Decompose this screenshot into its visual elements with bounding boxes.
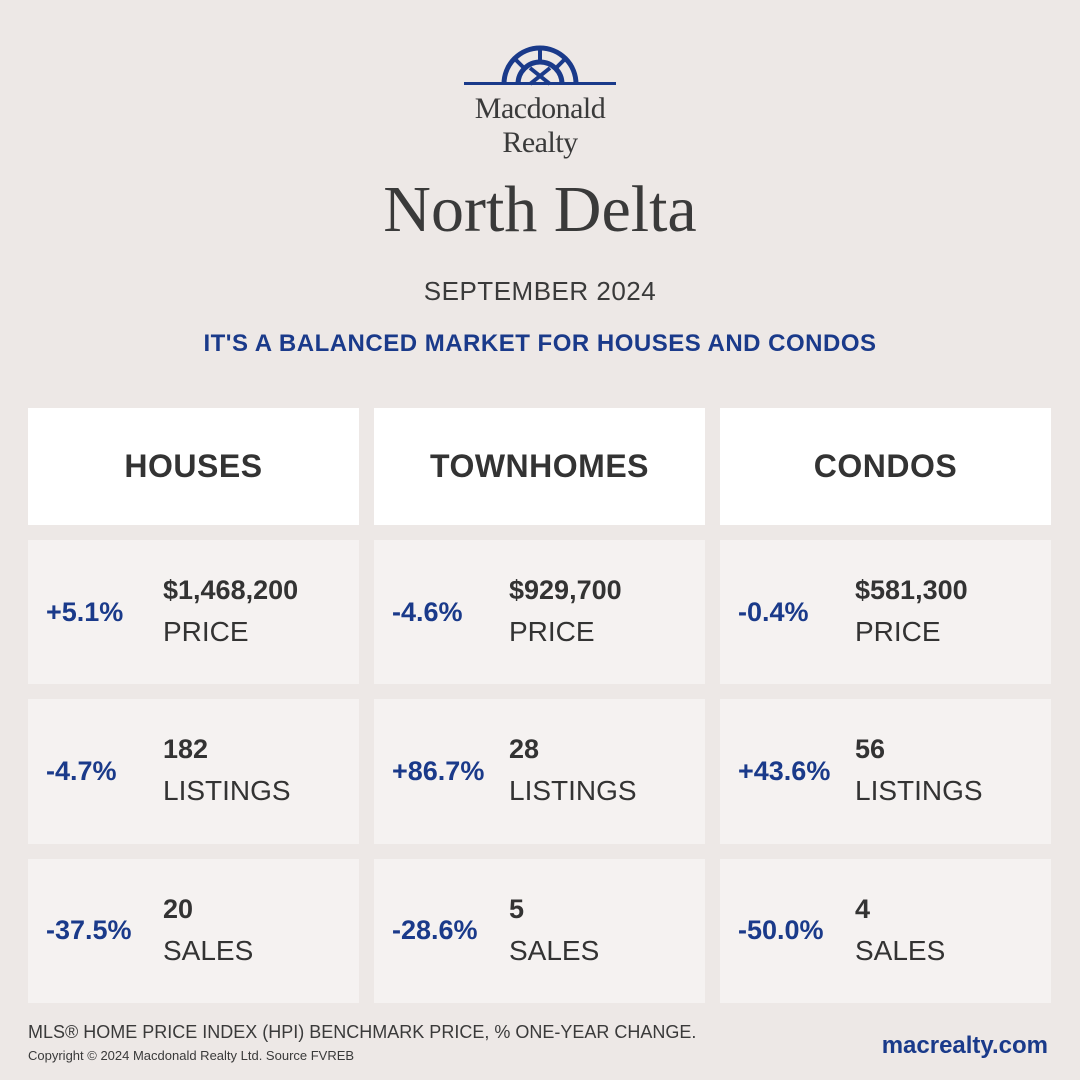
price-card: -4.6% $929,700 PRICE xyxy=(374,540,705,685)
price-change: -4.6% xyxy=(392,596,463,627)
website-link[interactable]: macrealty.com xyxy=(881,1032,1048,1059)
sales-change: -28.6% xyxy=(392,915,478,946)
page-title: North Delta xyxy=(383,173,697,246)
price-card: +5.1% $1,468,200 PRICE xyxy=(28,540,359,685)
column-title: HOUSES xyxy=(28,408,359,525)
headline: IT'S A BALANCED MARKET FOR HOUSES AND CO… xyxy=(203,330,877,357)
column-title: TOWNHOMES xyxy=(374,408,705,525)
listings-card: +43.6% 56 LISTINGS xyxy=(720,699,1051,844)
condos-column: CONDOS -0.4% $581,300 PRICE +43.6% 56 LI… xyxy=(720,408,1051,1003)
listings-label: LISTINGS xyxy=(163,775,291,807)
price-label: PRICE xyxy=(509,616,595,648)
price-label: PRICE xyxy=(163,616,249,648)
listings-card: +86.7% 28 LISTINGS xyxy=(374,699,705,844)
report-date: SEPTEMBER 2024 xyxy=(423,276,657,306)
price-value: $929,700 xyxy=(509,575,622,606)
sales-label: SALES xyxy=(509,934,600,966)
price-value: $1,468,200 xyxy=(163,575,299,606)
sales-value: 20 xyxy=(163,893,194,924)
houses-column: HOUSES +5.1% $1,468,200 PRICE -4.7% 182 … xyxy=(28,408,359,1003)
sales-label: SALES xyxy=(163,934,254,966)
price-change: -0.4% xyxy=(738,596,809,627)
listings-value: 28 xyxy=(509,734,540,765)
listings-change: -4.7% xyxy=(46,755,117,786)
price-value: $581,300 xyxy=(855,575,968,606)
column-title: CONDOS xyxy=(720,408,1051,525)
brand-logo: Macdonald Realty xyxy=(0,40,1080,160)
market-columns: HOUSES +5.1% $1,468,200 PRICE -4.7% 182 … xyxy=(28,408,1053,1003)
brand-name-line1: Macdonald xyxy=(474,92,606,125)
listings-value: 56 xyxy=(855,734,886,765)
price-label: PRICE xyxy=(855,616,941,648)
sales-value: 4 xyxy=(855,893,871,924)
sales-value: 5 xyxy=(509,893,525,924)
listings-label: LISTINGS xyxy=(855,775,983,807)
listings-value: 182 xyxy=(163,734,209,765)
price-change: +5.1% xyxy=(46,596,124,627)
price-card: -0.4% $581,300 PRICE xyxy=(720,540,1051,685)
sales-card: -50.0% 4 SALES xyxy=(720,858,1051,1003)
sales-change: -37.5% xyxy=(46,915,132,946)
sales-change: -50.0% xyxy=(738,915,824,946)
footer-copyright: Copyright © 2024 Macdonald Realty Ltd. S… xyxy=(28,1048,355,1063)
sales-label: SALES xyxy=(855,934,946,966)
brand-name-line2: Realty xyxy=(502,126,578,159)
sales-card: -37.5% 20 SALES xyxy=(28,858,359,1003)
listings-change: +86.7% xyxy=(392,755,485,786)
sales-card: -28.6% 5 SALES xyxy=(374,858,705,1003)
sunburst-logo-icon xyxy=(464,45,616,86)
footer-note: MLS® HOME PRICE INDEX (HPI) BENCHMARK PR… xyxy=(28,1022,697,1042)
listings-card: -4.7% 182 LISTINGS xyxy=(28,699,359,844)
listings-label: LISTINGS xyxy=(509,775,637,807)
townhomes-column: TOWNHOMES -4.6% $929,700 PRICE +86.7% 28… xyxy=(374,408,705,1003)
listings-change: +43.6% xyxy=(738,755,831,786)
